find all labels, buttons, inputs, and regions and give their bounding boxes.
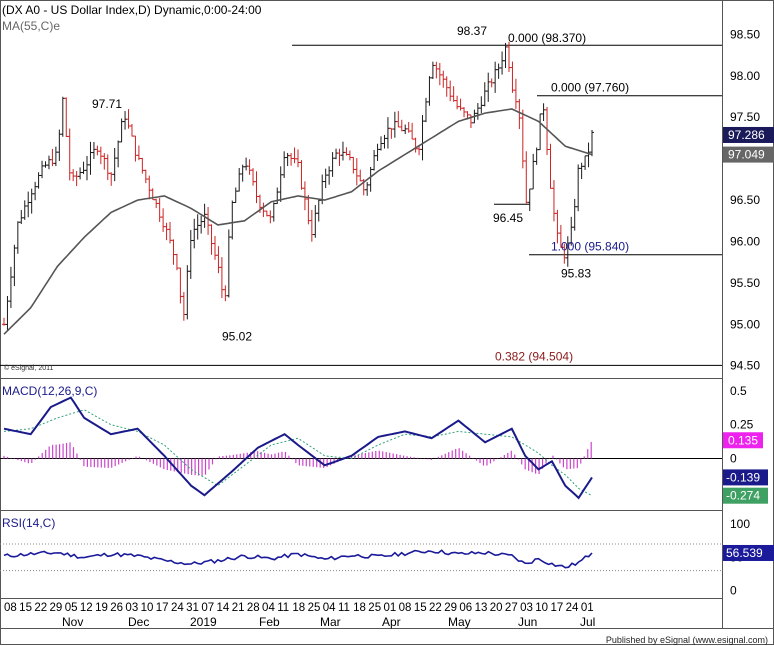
ma-last-value: 97.049 xyxy=(728,148,765,162)
x-axis-day-label: 01 xyxy=(581,602,594,614)
macd-hist-tag xyxy=(723,432,763,449)
x-axis-day-label: 18 xyxy=(292,602,305,614)
x-axis-month-label: Jun xyxy=(518,615,537,629)
rsi-last-value: 56.539 xyxy=(726,546,763,560)
macd-label: MACD(12,26,9,C) xyxy=(2,384,97,398)
x-axis-month-label: Mar xyxy=(320,615,341,629)
x-axis-month-label: 2019 xyxy=(190,615,217,629)
price-annotation: 0.000 (97.760) xyxy=(551,81,629,95)
ma-line xyxy=(3,108,593,335)
x-axis-day-label: 15 xyxy=(414,602,427,614)
x-axis-day-label: 05 xyxy=(65,602,78,614)
rsi-axis-tick: 0 xyxy=(730,584,737,598)
x-axis-month-label: Nov xyxy=(62,615,83,629)
x-axis-day-label: 18 xyxy=(353,602,366,614)
macd-signal-value: -0.274 xyxy=(726,489,760,503)
copyright-label: © eSignal, 2011 xyxy=(4,365,54,372)
x-axis-day-label: 04 xyxy=(323,602,336,614)
price-axis-tick: 96.00 xyxy=(730,234,760,248)
x-axis-day-label: 24 xyxy=(171,602,184,614)
price-axis-tick: 96.50 xyxy=(730,193,760,207)
price-axis-tick: 97.50 xyxy=(730,110,760,124)
ma-value-tag xyxy=(723,146,774,163)
rsi-axis-tick: 100 xyxy=(730,517,750,531)
x-axis-day-label: 21 xyxy=(232,602,245,614)
price-annotation: 0.000 (98.370) xyxy=(508,31,586,45)
x-axis-day-label: 31 xyxy=(186,602,199,614)
x-axis-day-label: 24 xyxy=(566,602,579,614)
x-axis-day-label: 29 xyxy=(50,602,63,614)
rsi-label: RSI(14,C) xyxy=(2,516,55,530)
price-axis-tick: 95.00 xyxy=(730,317,760,331)
price-annotation: 1.000 (95.840) xyxy=(551,240,629,254)
x-axis-day-label: 22 xyxy=(429,602,442,614)
x-axis-day-label: 17 xyxy=(550,602,563,614)
macd-signal-tag xyxy=(723,487,768,504)
x-axis-day-label: 06 xyxy=(459,602,472,614)
x-axis-day-label: 17 xyxy=(156,602,169,614)
x-axis-day-label: 10 xyxy=(535,602,548,614)
price-axis-tick: 98.50 xyxy=(730,27,760,41)
x-axis-month-label: Feb xyxy=(259,615,280,629)
x-axis-day-label: 27 xyxy=(505,602,518,614)
x-axis-day-label: 03 xyxy=(520,602,533,614)
x-axis-day-label: 08 xyxy=(399,602,412,614)
x-axis-day-label: 01 xyxy=(383,602,396,614)
price-axis-tick: 94.50 xyxy=(730,359,760,373)
chart-title: (DX A0 - US Dollar Index,D) Dynamic,0:00… xyxy=(2,3,262,17)
x-axis-day-label: 25 xyxy=(368,602,381,614)
x-axis-day-label: 22 xyxy=(34,602,47,614)
x-axis-day-label: 08 xyxy=(4,602,17,614)
macd-axis-tick: 0.25 xyxy=(730,418,754,432)
last-price-tag xyxy=(723,126,774,143)
price-annotation: 96.45 xyxy=(493,211,523,225)
macd-axis-tick: 0.5 xyxy=(730,384,747,398)
x-axis-day-label: 15 xyxy=(19,602,32,614)
macd-line xyxy=(3,396,593,500)
x-axis-day-label: 14 xyxy=(217,602,230,614)
x-axis-day-label: 19 xyxy=(95,602,108,614)
macd-last-value: -0.139 xyxy=(726,470,760,484)
price-axis-tick: 98.00 xyxy=(730,69,760,83)
price-annotation: 97.71 xyxy=(92,97,122,111)
x-axis-day-label: 11 xyxy=(277,602,289,614)
x-axis-day-label: 26 xyxy=(110,602,123,614)
x-axis-day-label: 07 xyxy=(201,602,214,614)
x-axis-month-label: Jul xyxy=(580,615,595,629)
price-axis-tick: 95.50 xyxy=(730,276,760,290)
price-annotation: 95.83 xyxy=(561,267,591,281)
macd-value-tag xyxy=(723,469,768,486)
rsi-line xyxy=(3,549,593,569)
x-axis-day-label: 11 xyxy=(338,602,350,614)
x-axis-day-label: 20 xyxy=(490,602,503,614)
x-axis-month-label: Dec xyxy=(128,615,149,629)
x-axis-day-label: 28 xyxy=(247,602,260,614)
x-axis-day-label: 29 xyxy=(444,602,457,614)
macd-hist-value: 0.135 xyxy=(728,433,758,447)
macd-axis-tick: 0 xyxy=(730,452,737,466)
x-axis-day-label: 04 xyxy=(262,602,275,614)
macd-signal-line xyxy=(3,409,593,497)
x-axis-day-label: 12 xyxy=(80,602,93,614)
x-axis-day-label: 10 xyxy=(141,602,154,614)
x-axis-day-label: 25 xyxy=(308,602,321,614)
price-annotation: 0.382 (94.504) xyxy=(495,349,573,363)
x-axis-day-label: 13 xyxy=(475,602,488,614)
price-annotation: 95.02 xyxy=(222,330,252,344)
x-axis-month-label: May xyxy=(448,615,471,629)
price-annotation: 98.37 xyxy=(457,24,487,38)
x-axis-month-label: Apr xyxy=(382,615,401,629)
rsi-value-tag xyxy=(723,544,774,561)
footer-credit: Published by eSignal (www.esignal.com) xyxy=(605,635,768,645)
x-axis-day-label: 03 xyxy=(125,602,138,614)
last-price-value: 97.286 xyxy=(728,128,765,142)
ma-label: MA(55,C)e xyxy=(2,19,61,33)
